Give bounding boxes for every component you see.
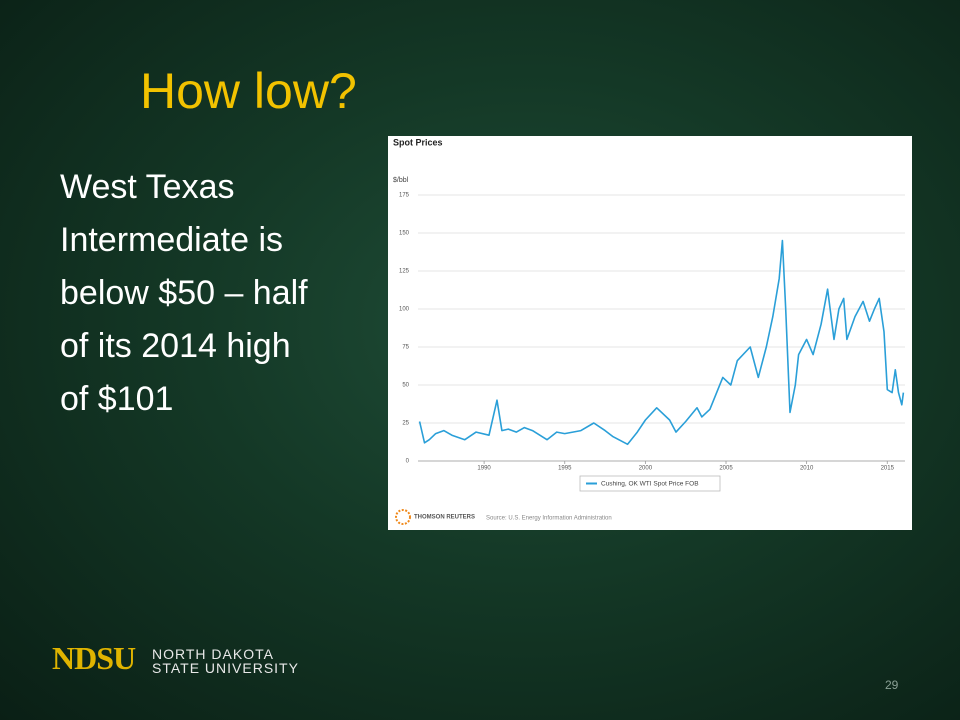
body-line: below $50 – half [60, 274, 308, 312]
slide-title: How low? [140, 63, 357, 119]
logo-line: NORTH DAKOTA [152, 646, 274, 662]
logo-mark: NDSU [52, 640, 136, 676]
logo-line: STATE UNIVERSITY [152, 660, 299, 676]
brand-icon [395, 509, 411, 525]
source: Source: U.S. Energy Information Administ… [486, 516, 612, 522]
body-line: West Texas [60, 168, 235, 206]
body-line: Intermediate is [60, 221, 283, 259]
body-line: of its 2014 high [60, 327, 291, 365]
y-tick-label: 150 [399, 231, 410, 237]
body-line: of $101 [60, 380, 174, 418]
y-tick-label: 100 [399, 307, 410, 313]
legend-label: Cushing, OK WTI Spot Price FOB [601, 481, 699, 488]
series-line [418, 239, 905, 446]
y-tick-label: 175 [399, 193, 410, 199]
chart-panel [388, 136, 912, 530]
y-tick-label: 50 [402, 383, 409, 389]
x-tick-label: 1995 [558, 466, 572, 472]
y-axis-label: $/bbl [393, 177, 409, 184]
y-tick-label: 0 [406, 459, 410, 465]
y-tick-label: 75 [402, 345, 409, 351]
brand: THOMSON REUTERS [414, 515, 475, 521]
legend-box [579, 475, 721, 492]
x-tick-label: 1990 [477, 466, 491, 472]
y-tick-label: 125 [399, 269, 410, 275]
y-tick-label: 25 [402, 421, 409, 427]
x-tick-label: 2010 [800, 466, 814, 472]
x-tick-label: 2005 [719, 466, 733, 472]
x-tick-label: 2000 [639, 466, 653, 472]
x-tick-label: 2015 [881, 466, 895, 472]
page-number: 29 [885, 678, 899, 692]
chart-title: Spot Prices [393, 137, 443, 147]
